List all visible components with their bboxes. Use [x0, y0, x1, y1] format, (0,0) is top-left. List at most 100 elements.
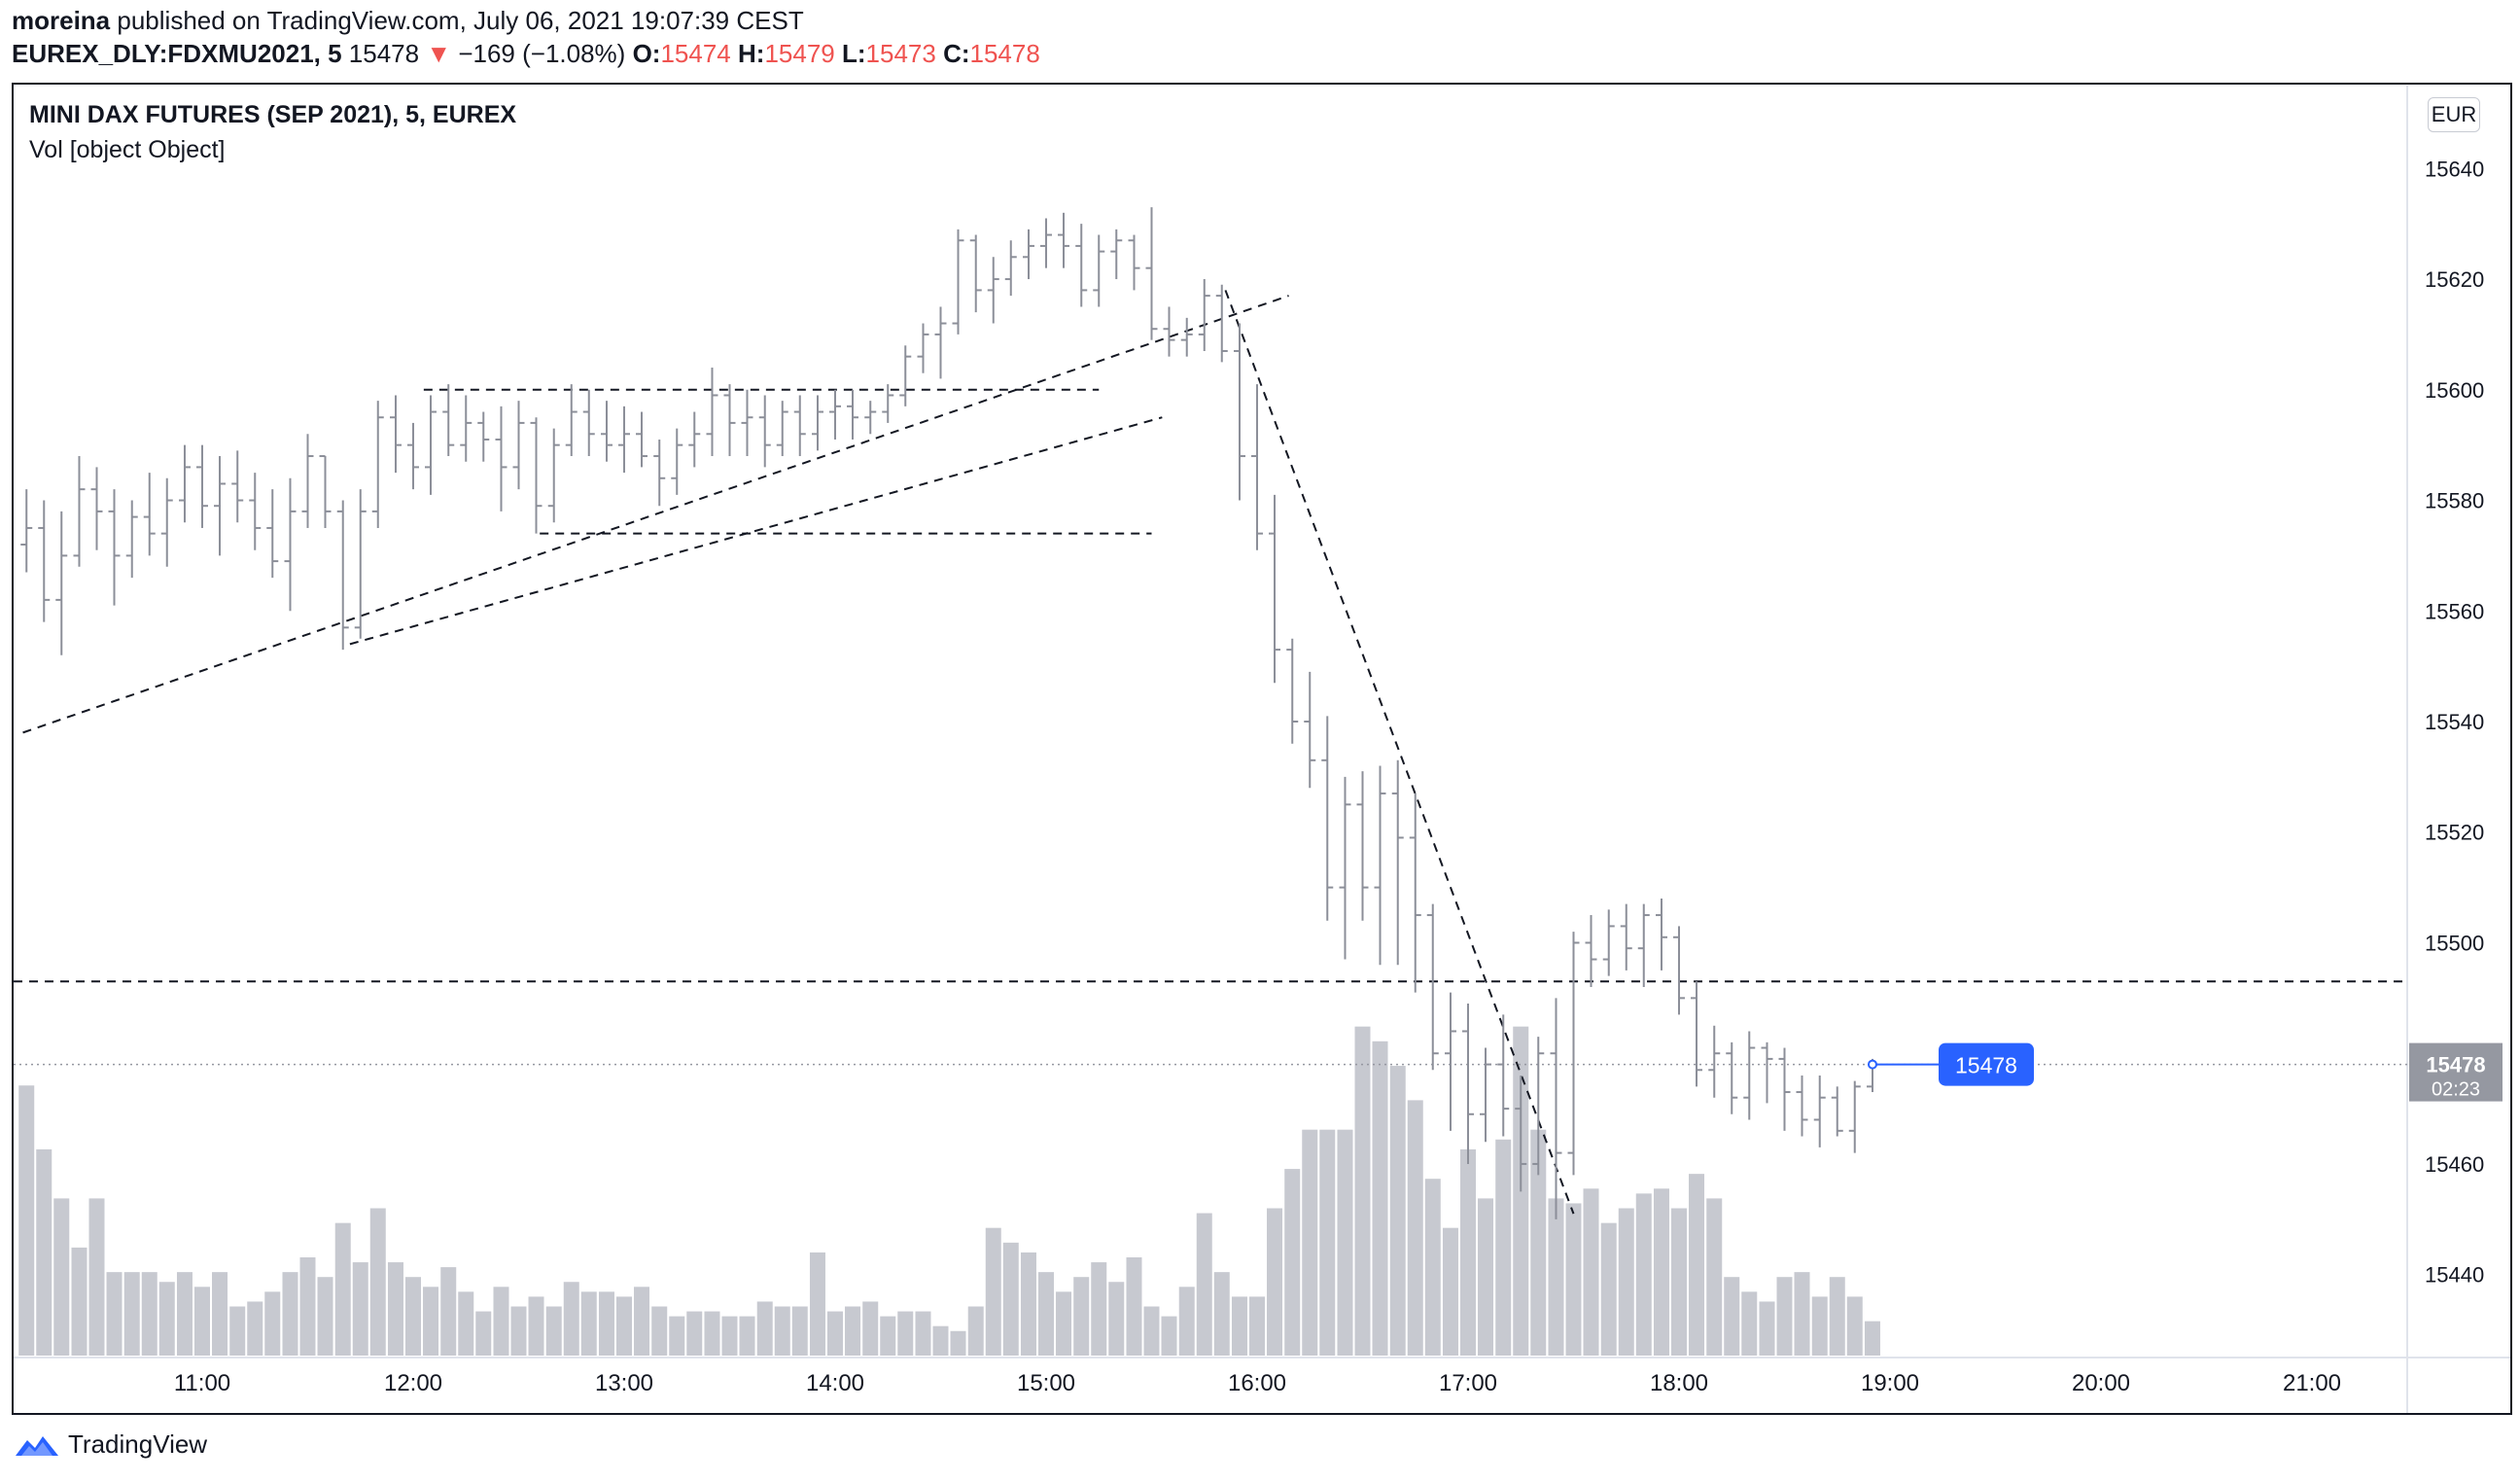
volume-bar	[1776, 1277, 1793, 1356]
price-label-text: 15478	[1955, 1053, 2017, 1078]
volume-bar	[669, 1316, 685, 1356]
symbol-info: EUREX_DLY:FDXMU2021, 5 15478 ▼ −169 (−1.…	[12, 39, 1040, 69]
volume-bar	[1337, 1129, 1353, 1356]
volume-bar	[1302, 1129, 1318, 1356]
volume-bar	[299, 1257, 316, 1356]
volume-bar	[440, 1267, 457, 1356]
x-tick-label: 19:00	[1861, 1370, 1919, 1396]
volume-bar	[212, 1272, 228, 1356]
x-tick-label: 20:00	[2072, 1370, 2130, 1396]
volume-bar	[493, 1287, 509, 1356]
y-tick-label: 15620	[2425, 267, 2484, 292]
volume-bar	[106, 1272, 122, 1356]
volume-bar	[1161, 1316, 1177, 1356]
y-tick-label: 15600	[2425, 378, 2484, 403]
volume-bar	[528, 1296, 544, 1356]
volume-bar	[1548, 1198, 1564, 1356]
volume-bar	[247, 1301, 263, 1356]
currency-button[interactable]: EUR	[2428, 97, 2480, 132]
volume-bar	[1056, 1291, 1072, 1356]
price-label-anchor	[1867, 1059, 1877, 1070]
publisher-name[interactable]: moreina	[12, 6, 111, 35]
y-tick-label: 15440	[2425, 1263, 2484, 1288]
volume-bar	[1424, 1179, 1441, 1356]
volume-bar	[1213, 1272, 1230, 1356]
volume-bar	[704, 1311, 720, 1356]
volume-bar	[791, 1306, 808, 1356]
volume-bar	[282, 1272, 298, 1356]
footer-brand-label: TradingView	[68, 1429, 208, 1459]
y-tick-label: 15520	[2425, 821, 2484, 845]
volume-bar	[36, 1148, 52, 1356]
volume-bar	[194, 1287, 210, 1356]
volume-bar	[880, 1316, 896, 1356]
high-value: 15479	[764, 39, 835, 68]
volume-bar	[1495, 1139, 1512, 1356]
volume-bar	[1530, 1129, 1547, 1356]
volume-bar	[950, 1330, 966, 1356]
x-tick-label: 17:00	[1439, 1370, 1497, 1396]
volume-bar	[598, 1291, 614, 1356]
volume-bar	[932, 1325, 949, 1356]
volume-bar	[1618, 1208, 1634, 1356]
volume-bar	[1091, 1262, 1107, 1356]
close-label: C:	[943, 39, 970, 68]
volume-bar	[1565, 1203, 1582, 1356]
volume-bar	[545, 1306, 562, 1356]
volume-bar	[1143, 1306, 1160, 1356]
volume-bar	[1178, 1287, 1195, 1356]
volume-bar	[387, 1262, 403, 1356]
volume-bar	[1407, 1100, 1423, 1356]
volume-bar	[1759, 1301, 1775, 1356]
symbol-name[interactable]: EUREX_DLY:FDXMU2021, 5	[12, 39, 342, 68]
volume-bar	[18, 1085, 35, 1356]
x-tick-label: 12:00	[384, 1370, 442, 1396]
volume-bar	[53, 1198, 70, 1356]
volume-bar	[141, 1272, 158, 1356]
x-tick-label: 18:00	[1650, 1370, 1708, 1396]
publish-text: published on TradingView.com, July 06, 2…	[117, 6, 804, 35]
volume-bar	[1038, 1272, 1054, 1356]
volume-bar	[423, 1287, 439, 1356]
open-label: O:	[632, 39, 661, 68]
volume-bar	[1108, 1282, 1125, 1356]
open-value: 15474	[660, 39, 731, 68]
x-tick-label: 16:00	[1228, 1370, 1286, 1396]
volume-bar	[88, 1198, 105, 1356]
tradingview-logo-icon	[16, 1435, 58, 1456]
volume-bar	[1196, 1213, 1212, 1356]
volume-bar	[1671, 1208, 1687, 1356]
change-arrow-icon: ▼	[426, 39, 452, 68]
volume-bar	[458, 1291, 474, 1356]
volume-bar	[1689, 1174, 1705, 1356]
volume-bar	[264, 1291, 281, 1356]
volume-bar	[1635, 1193, 1652, 1356]
volume-bar	[1864, 1321, 1880, 1356]
volume-legend: Vol [object Object]	[29, 136, 226, 163]
trendline-lower-support	[22, 295, 1289, 734]
volume-bar	[1741, 1291, 1758, 1356]
y-tick-label: 15640	[2425, 157, 2484, 181]
volume-bar	[616, 1296, 632, 1356]
volume-bar	[1319, 1129, 1336, 1356]
y-tick-label: 15560	[2425, 599, 2484, 623]
footer-brand[interactable]: TradingView	[14, 1429, 207, 1460]
volume-bar	[1002, 1242, 1019, 1356]
low-value: 15473	[865, 39, 936, 68]
volume-bar	[1126, 1257, 1142, 1356]
volume-bar	[510, 1306, 527, 1356]
volume-bar	[1284, 1169, 1301, 1356]
volume-bar	[967, 1306, 984, 1356]
volume-bar	[1389, 1066, 1406, 1356]
current-price-value: 15478	[2426, 1053, 2485, 1077]
y-tick-label: 15540	[2425, 710, 2484, 734]
y-tick-label: 15500	[2425, 931, 2484, 955]
volume-bar	[1372, 1041, 1388, 1356]
volume-bar	[827, 1311, 843, 1356]
volume-bar	[739, 1316, 755, 1356]
volume-bar	[317, 1277, 333, 1356]
x-tick-label: 15:00	[1017, 1370, 1075, 1396]
volume-bar	[71, 1247, 88, 1356]
volume-bar	[1231, 1296, 1247, 1356]
